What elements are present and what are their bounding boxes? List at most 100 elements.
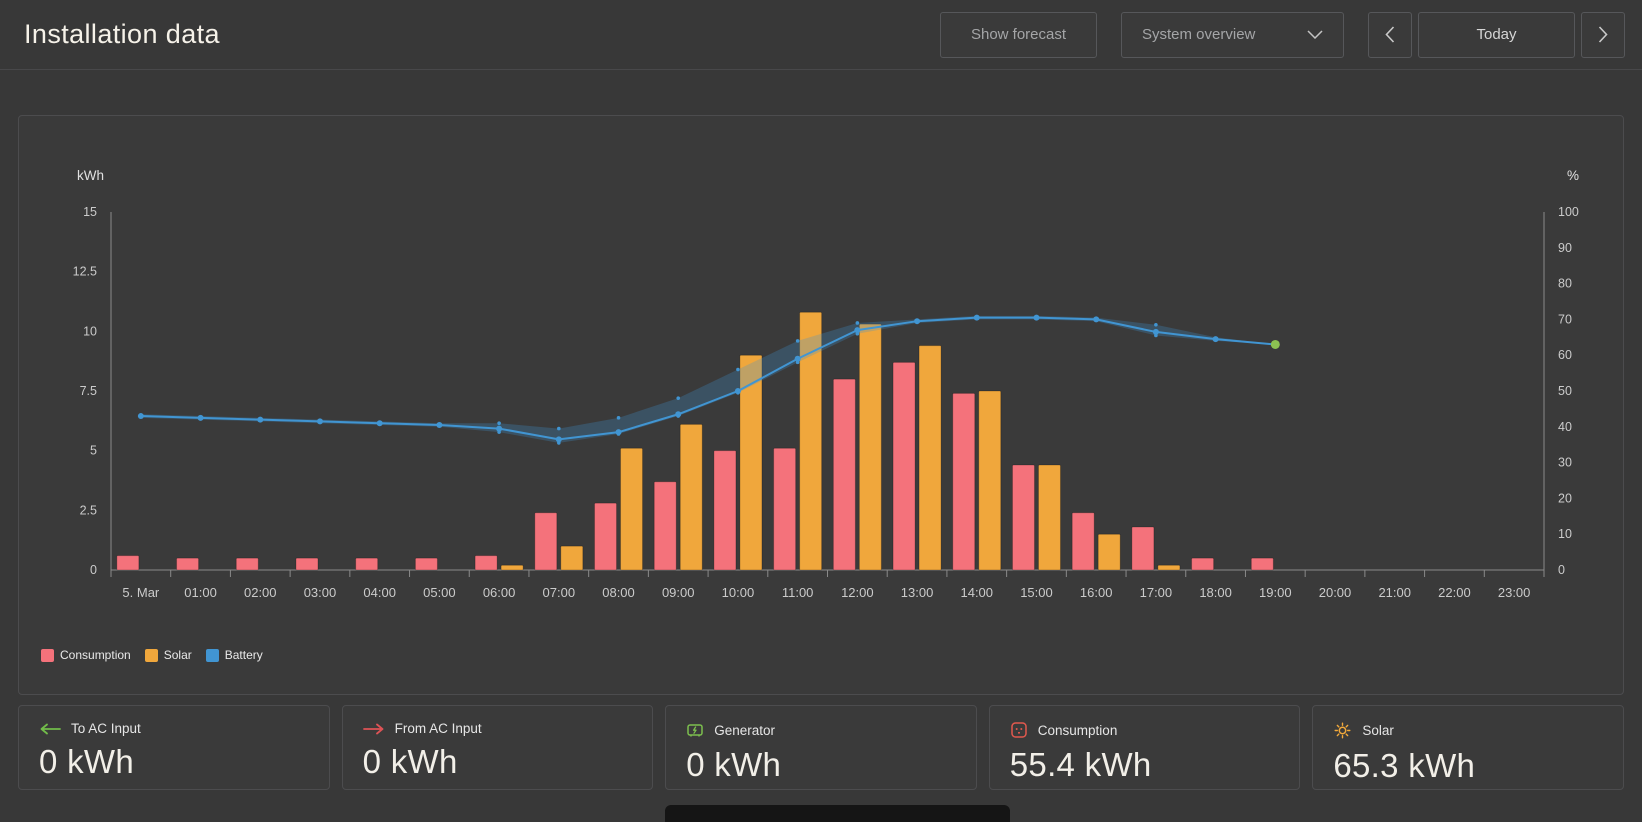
stat-value: 55.4 kWh: [1009, 746, 1152, 783]
svg-text:20: 20: [1558, 491, 1572, 505]
svg-text:17:00: 17:00: [1140, 585, 1173, 600]
legend-item-battery[interactable]: Battery: [205, 648, 263, 662]
header-controls: Show forecast System overview Today: [940, 11, 1625, 58]
solar-legend-chip: [144, 648, 158, 662]
stats-row: To AC Input 0 kWh From AC Input 0 kWh Genera…: [18, 705, 1624, 790]
sun-icon: [1333, 721, 1352, 740]
today-button[interactable]: Today: [1418, 11, 1575, 58]
date-nav-group: Today: [1368, 11, 1625, 58]
stat-card-header: Consumption: [1010, 721, 1280, 739]
stat-value: 0 kWh: [39, 743, 135, 780]
prev-day-button[interactable]: [1368, 11, 1412, 58]
svg-text:15: 15: [83, 205, 97, 219]
stat-label: From AC Input: [394, 721, 482, 736]
stat-card-generator: Generator 0 kWh: [665, 705, 977, 790]
svg-text:%: %: [1567, 168, 1579, 183]
battery-current-marker: [1270, 339, 1280, 349]
svg-text:01:00: 01:00: [184, 585, 217, 600]
svg-text:kWh: kWh: [77, 168, 104, 183]
chevron-down-icon: [1307, 30, 1323, 39]
svg-text:07:00: 07:00: [543, 585, 576, 600]
battery-soc-line: [137, 314, 1280, 445]
chevron-left-icon: [1385, 26, 1395, 43]
svg-text:08:00: 08:00: [602, 585, 635, 600]
battery-legend-chip: [205, 648, 219, 662]
stat-card-header: From AC Input: [362, 721, 633, 736]
svg-text:19:00: 19:00: [1259, 585, 1292, 600]
chevron-right-icon: [1598, 26, 1608, 43]
stat-card-consumption: Consumption 55.4 kWh: [988, 705, 1301, 790]
svg-text:21:00: 21:00: [1378, 585, 1411, 600]
svg-text:5. Mar: 5. Mar: [122, 585, 160, 600]
stat-label: Consumption: [1037, 722, 1118, 738]
svg-text:14:00: 14:00: [960, 585, 993, 600]
svg-text:12.5: 12.5: [73, 265, 97, 279]
svg-text:10: 10: [83, 324, 97, 338]
svg-text:0: 0: [90, 563, 97, 577]
legend-label: Consumption: [60, 648, 131, 662]
view-selector-label: System overview: [1142, 26, 1256, 43]
svg-text:5: 5: [90, 444, 97, 458]
stat-label: Solar: [1362, 723, 1394, 738]
svg-text:80: 80: [1558, 277, 1572, 291]
svg-text:15:00: 15:00: [1020, 585, 1053, 600]
next-day-button[interactable]: [1581, 11, 1625, 58]
svg-text:90: 90: [1558, 241, 1572, 255]
stat-card-from-ac-input: From AC Input 0 kWh: [341, 705, 654, 790]
installation-chart-card: kWh% 0 2.5 5 7.5 10 12.5 15 0 10 20 30 40 50 60 70 80 90 1…: [18, 115, 1624, 695]
svg-text:7.5: 7.5: [80, 384, 97, 398]
svg-text:10: 10: [1558, 527, 1572, 541]
svg-text:03:00: 03:00: [304, 585, 337, 600]
bottom-overlay-bar: [665, 805, 1010, 822]
legend-label: Battery: [224, 648, 263, 662]
svg-text:12:00: 12:00: [841, 585, 874, 600]
stat-value: 0 kWh: [362, 743, 458, 780]
svg-text:13:00: 13:00: [901, 585, 934, 600]
svg-text:60: 60: [1558, 348, 1572, 362]
svg-text:2.5: 2.5: [80, 503, 97, 517]
svg-text:70: 70: [1558, 312, 1572, 326]
consumption-bars: [116, 361, 1274, 571]
installation-chart: kWh % 0 2.5 5 7.5 10 12.5 15 0 10 20 30 40 50 60 70 80 90 1…: [73, 168, 1579, 600]
svg-text:100: 100: [1558, 205, 1579, 219]
stat-card-header: To AC Input: [39, 721, 309, 736]
chart-legend: Consumption Solar Battery: [41, 648, 263, 662]
generator-icon: [686, 721, 704, 739]
socket-icon: [1010, 721, 1028, 739]
svg-text:23:00: 23:00: [1498, 585, 1531, 600]
legend-item-consumption[interactable]: Consumption: [41, 648, 131, 662]
chart-axes: kWh % 0 2.5 5 7.5 10 12.5 15 0 10 20 30 40 50 60 70 80 90 1…: [73, 168, 1579, 600]
svg-text:11:00: 11:00: [782, 585, 814, 600]
solar-bars: [500, 311, 1181, 571]
legend-item-solar[interactable]: Solar: [144, 648, 192, 662]
svg-text:06:00: 06:00: [483, 585, 516, 600]
stat-label: To AC Input: [71, 721, 141, 736]
stat-value: 65.3 kWh: [1333, 747, 1476, 784]
svg-text:09:00: 09:00: [662, 585, 695, 600]
page-header: Installation data Show forecast System o…: [0, 0, 1642, 70]
stat-label: Generator: [714, 722, 775, 738]
svg-text:10:00: 10:00: [722, 585, 755, 600]
svg-text:05:00: 05:00: [423, 585, 456, 600]
legend-label: Solar: [163, 648, 192, 662]
svg-text:16:00: 16:00: [1080, 585, 1113, 600]
arrow-left-icon: [39, 723, 61, 735]
show-forecast-button[interactable]: Show forecast: [940, 11, 1097, 58]
svg-text:50: 50: [1558, 384, 1572, 398]
stat-card-header: Solar: [1333, 721, 1603, 740]
page-title: Installation data: [24, 19, 220, 49]
view-selector-dropdown[interactable]: System overview: [1121, 11, 1344, 58]
stat-card-header: Generator: [686, 721, 956, 739]
arrow-right-icon: [362, 723, 385, 735]
svg-text:30: 30: [1558, 456, 1572, 470]
svg-text:22:00: 22:00: [1438, 585, 1471, 600]
stat-card-to-ac-input: To AC Input 0 kWh: [18, 705, 330, 790]
svg-text:18:00: 18:00: [1199, 585, 1232, 600]
svg-text:40: 40: [1558, 420, 1572, 434]
svg-text:0: 0: [1558, 563, 1565, 577]
svg-text:04:00: 04:00: [363, 585, 396, 600]
stat-card-solar: Solar 65.3 kWh: [1312, 705, 1624, 790]
consumption-legend-chip: [41, 648, 54, 662]
stat-value: 0 kWh: [686, 746, 782, 783]
svg-text:02:00: 02:00: [244, 585, 277, 600]
